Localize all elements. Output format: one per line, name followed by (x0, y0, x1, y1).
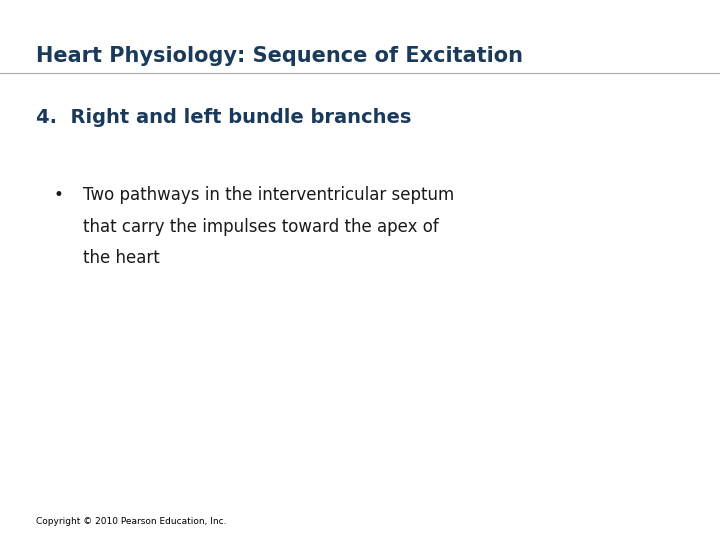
Text: 4.  Right and left bundle branches: 4. Right and left bundle branches (36, 108, 411, 127)
Text: Two pathways in the interventricular septum: Two pathways in the interventricular sep… (83, 186, 454, 204)
Text: the heart: the heart (83, 249, 160, 267)
Text: •: • (54, 186, 64, 204)
Text: Heart Physiology: Sequence of Excitation: Heart Physiology: Sequence of Excitation (36, 46, 523, 66)
Text: Copyright © 2010 Pearson Education, Inc.: Copyright © 2010 Pearson Education, Inc. (36, 517, 227, 526)
Text: that carry the impulses toward the apex of: that carry the impulses toward the apex … (83, 218, 438, 235)
